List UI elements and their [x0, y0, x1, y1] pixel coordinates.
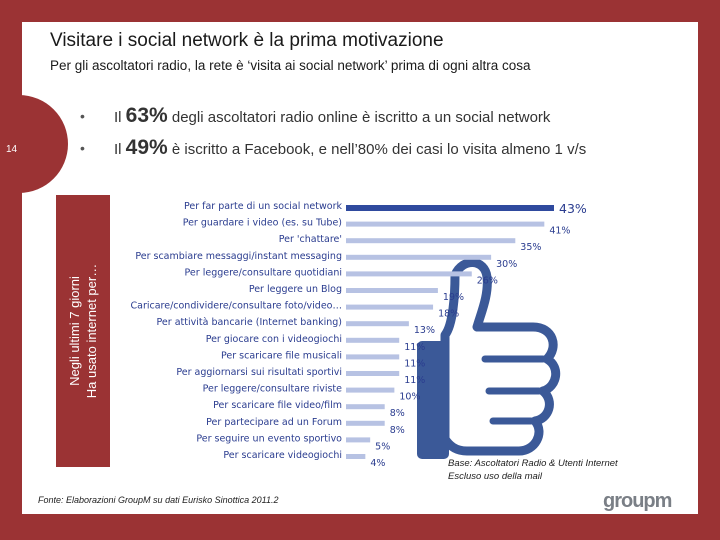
page-number: 14 [6, 144, 18, 155]
bullet-highlight: 49% [125, 136, 168, 159]
value-label: 5% [375, 441, 390, 452]
side-label-line2: Ha usato internet per… [84, 263, 99, 399]
bullet-text: Il 49% è iscritto a Facebook, e nell’80%… [114, 136, 586, 160]
value-label: 30% [496, 259, 517, 270]
category-label: Per partecipare ad un Forum [206, 417, 342, 428]
value-label: 10% [399, 392, 420, 403]
category-label: Per leggere/consultare riviste [203, 384, 343, 395]
value-label: 4% [370, 458, 385, 469]
category-label: Per seguire un evento sportivo [196, 433, 342, 444]
thumbs-up-icon [417, 258, 561, 459]
category-label: Per giocare con i videogiochi [206, 334, 342, 345]
category-label: Per scambiare messaggi/instant messaging [135, 251, 342, 262]
category-label: Per attività bancarie (Internet banking) [157, 317, 342, 328]
slide-subtitle: Per gli ascoltatori radio, la rete è ‘vi… [50, 58, 531, 73]
value-label: 11% [404, 342, 425, 353]
value-label: 13% [414, 325, 435, 336]
bullet-dot: • [80, 140, 85, 156]
bar [346, 354, 400, 360]
bullet-highlight: 63% [125, 104, 168, 127]
category-label: Per scaricare file video/film [213, 400, 342, 411]
bar [346, 238, 516, 244]
category-label: Per 'chattare' [279, 234, 342, 245]
bar [346, 271, 472, 277]
bar [346, 437, 371, 443]
base-note-line2: Escluso uso della mail [448, 471, 542, 482]
bar [346, 404, 385, 410]
category-label: Per aggiornarsi sui risultati sportivi [176, 367, 342, 378]
source-footnote: Fonte: Elaborazioni GroupM su dati Euris… [38, 495, 279, 505]
bullet-rest: degli ascoltatori radio online è iscritt… [167, 109, 551, 126]
bullet-prefix: Il [114, 109, 126, 126]
value-label: 43% [559, 201, 587, 216]
bar [346, 337, 400, 343]
bar [346, 304, 434, 310]
bar [346, 288, 438, 293]
value-label: 11% [404, 375, 425, 386]
bullet-prefix: Il [114, 141, 126, 158]
bar [346, 254, 492, 260]
category-label: Per leggere un Blog [249, 284, 342, 295]
value-label: 8% [390, 408, 405, 419]
value-label: 26% [477, 275, 498, 286]
bar [346, 371, 400, 376]
category-label: Per far parte di un social network [184, 201, 343, 212]
bullet-text: Il 63% degli ascoltatori radio online è … [114, 104, 550, 128]
groupm-logo: groupm [603, 490, 672, 512]
value-label: 18% [438, 309, 459, 320]
category-label: Per guardare i video (es. su Tube) [183, 218, 342, 229]
category-label: Per leggere/consultare quotidiani [185, 267, 342, 278]
category-label: Per scaricare file musicali [221, 350, 342, 361]
side-label-line1: Negli ultimi 7 giorni [67, 276, 82, 386]
bar [346, 221, 545, 227]
value-label: 41% [549, 226, 570, 237]
value-label: 19% [443, 292, 464, 303]
side-label-band: Negli ultimi 7 giorni Ha usato internet … [56, 195, 110, 467]
value-label: 35% [520, 242, 541, 253]
bar [346, 420, 385, 426]
slide-title: Visitare i social network è la prima mot… [50, 30, 444, 51]
bar [346, 454, 366, 459]
slide [22, 22, 698, 514]
bar-chart: Per far parte di un social network 43% Per… [130, 201, 587, 469]
side-label: Negli ultimi 7 giorni Ha usato internet … [56, 195, 110, 467]
bullet-rest: è iscritto a Facebook, e nell’80% dei ca… [167, 141, 587, 158]
value-label: 8% [390, 425, 405, 436]
value-label: 11% [404, 358, 425, 369]
base-note: Base: Ascoltatori Radio & Utenti Interne… [448, 457, 618, 483]
category-label: Caricare/condividere/consultare foto/vid… [130, 301, 342, 312]
bar [346, 205, 554, 211]
bar [346, 321, 409, 327]
category-label: Per scaricare videogiochi [223, 450, 342, 461]
bullet-dot: • [80, 108, 85, 124]
base-note-line1: Base: Ascoltatori Radio & Utenti Interne… [448, 458, 618, 469]
bar [346, 387, 395, 393]
